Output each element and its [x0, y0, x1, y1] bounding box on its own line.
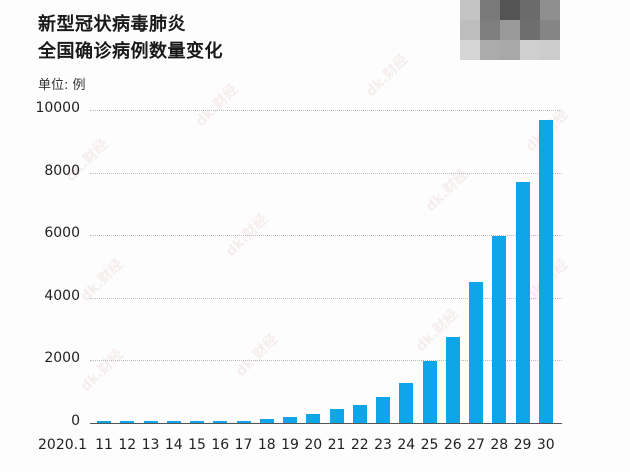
- x-tick-label: 29: [513, 437, 532, 453]
- chart-title-line2: 全国确诊病例数量变化: [38, 41, 223, 62]
- x-tick-label: 13: [141, 437, 160, 453]
- bar-24: [399, 382, 414, 423]
- y-tick-label: 6000: [44, 225, 80, 242]
- pixelated-logo: [460, 0, 560, 60]
- bar-27: [469, 281, 483, 423]
- x-axis-line: [90, 423, 562, 424]
- x-tick-label: 15: [188, 437, 206, 453]
- bar-25: [422, 361, 437, 423]
- x-tick-label: 11: [95, 437, 113, 453]
- y-tick-label: 0: [71, 413, 80, 429]
- watermark: dk.财经: [362, 51, 412, 100]
- bar-22: [352, 405, 367, 423]
- gridline: [90, 297, 562, 299]
- x-tick-label: 21: [327, 437, 346, 453]
- x-tick-label: 12: [118, 437, 137, 453]
- x-tick-label: 18: [257, 437, 276, 453]
- unit-label: 单位: 例: [38, 78, 86, 93]
- bar-16: [213, 421, 228, 423]
- bar-23: [376, 397, 390, 423]
- x-tick-label: 28: [490, 437, 509, 453]
- watermark: dk.财经: [192, 81, 242, 130]
- bar-26: [445, 337, 460, 423]
- x-axis-prefix-label: 2020.1: [38, 437, 87, 453]
- x-tick-label: 19: [281, 437, 299, 453]
- bar-18: [259, 419, 274, 423]
- bar-20: [306, 413, 321, 423]
- x-tick-label: 27: [467, 437, 485, 453]
- watermark: dk.财经: [232, 331, 282, 380]
- x-tick-label: 24: [397, 437, 416, 453]
- x-tick-label: 26: [443, 437, 462, 453]
- bar-17: [236, 421, 251, 423]
- x-tick-label: 23: [374, 437, 392, 453]
- bar-15: [190, 421, 204, 423]
- chart-title-line1: 新型冠状病毒肺炎: [38, 14, 186, 35]
- bar-11: [97, 421, 111, 423]
- bar-30: [538, 119, 553, 423]
- watermark: dk.财经: [77, 346, 127, 395]
- y-tick-label: 2000: [44, 350, 80, 367]
- bar-19: [283, 416, 297, 423]
- x-tick-label: 30: [536, 437, 555, 453]
- x-tick-label: 20: [304, 437, 323, 453]
- gridline: [90, 360, 562, 362]
- bar-13: [143, 421, 158, 423]
- y-tick-label: 4000: [44, 287, 80, 304]
- x-tick-label: 17: [234, 437, 253, 453]
- y-tick-label: 8000: [44, 162, 80, 179]
- x-tick-label: 16: [211, 437, 230, 453]
- bar-12: [120, 421, 135, 423]
- bar-29: [515, 181, 530, 423]
- x-tick-label: 22: [350, 437, 369, 453]
- x-tick-label: 25: [420, 437, 439, 453]
- y-tick-label: 10000: [35, 100, 80, 116]
- x-tick-label: 14: [164, 437, 183, 453]
- gridline: [90, 172, 562, 174]
- gridline: [90, 110, 562, 111]
- bar-21: [329, 409, 344, 423]
- bar-28: [492, 236, 507, 423]
- bar-14: [166, 421, 181, 423]
- gridline: [90, 235, 562, 237]
